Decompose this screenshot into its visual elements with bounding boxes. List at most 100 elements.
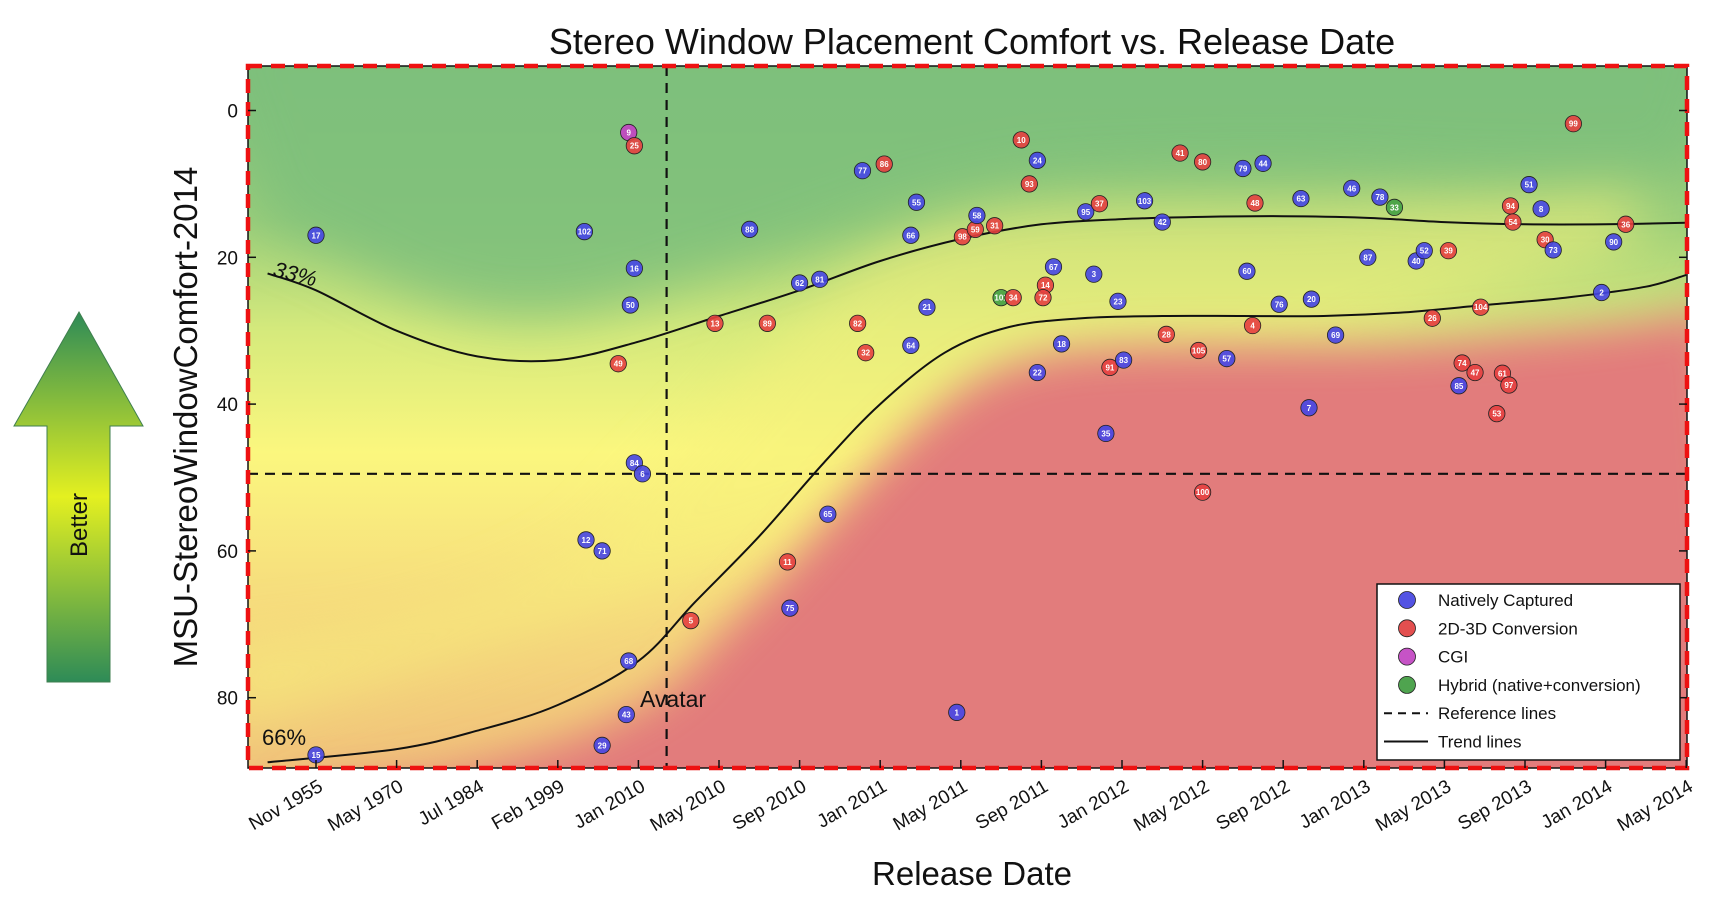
x-tick-label: May 1970 <box>324 776 407 836</box>
data-point-32: 32 <box>857 344 875 362</box>
data-point-35: 35 <box>1097 424 1115 443</box>
data-point-6: 6 <box>633 465 652 483</box>
x-tick-label: Nov 1955 <box>246 776 327 835</box>
data-point-label: 5 <box>689 617 694 626</box>
data-point-90: 90 <box>1605 233 1623 251</box>
data-point-label: 77 <box>858 167 867 176</box>
data-point-68: 68 <box>620 652 638 670</box>
data-point-23: 23 <box>1109 292 1127 310</box>
data-point-80: 80 <box>1194 153 1212 171</box>
data-point-98: 98 <box>953 228 972 246</box>
data-point-label: 1 <box>955 708 960 717</box>
x-tick-label: Sep 2011 <box>972 776 1052 834</box>
x-tick-label: Sep 2013 <box>1455 776 1536 835</box>
data-point-label: 17 <box>312 231 321 240</box>
data-point-97: 97 <box>1500 376 1518 394</box>
data-point-label: 36 <box>1621 220 1630 229</box>
data-point-label: 16 <box>630 264 639 273</box>
data-point-20: 20 <box>1302 290 1321 308</box>
y-tick-label: 20 <box>217 248 238 269</box>
data-point-label: 76 <box>1275 300 1284 309</box>
data-point-50: 50 <box>621 296 639 314</box>
data-point-label: 100 <box>1196 488 1210 497</box>
plot-background <box>248 66 1687 768</box>
data-point-label: 67 <box>1049 263 1058 272</box>
data-point-8: 8 <box>1532 200 1550 218</box>
data-point-31: 31 <box>986 217 1004 235</box>
data-point-label: 95 <box>1081 208 1090 217</box>
data-point-label: 52 <box>1420 247 1429 256</box>
legend-label: 2D-3D Conversion <box>1438 619 1578 638</box>
data-point-label: 82 <box>853 319 862 328</box>
y-tick-label: 80 <box>217 689 238 710</box>
data-point-label: 99 <box>1569 120 1578 129</box>
data-point-label: 57 <box>1222 355 1231 364</box>
data-point-2: 2 <box>1592 283 1611 302</box>
data-point-label: 60 <box>1242 267 1251 276</box>
data-point-76: 76 <box>1270 295 1288 313</box>
data-point-5: 5 <box>682 612 700 630</box>
data-point-25: 25 <box>625 137 643 155</box>
data-point-81: 81 <box>811 270 829 288</box>
data-point-94: 94 <box>1501 197 1520 215</box>
x-tick-label: Jan 2010 <box>571 776 649 833</box>
data-point-label: 68 <box>624 657 633 666</box>
data-point-1: 1 <box>948 703 966 721</box>
data-point-label: 22 <box>1033 369 1042 378</box>
data-point-label: 62 <box>795 279 804 288</box>
data-point-7: 7 <box>1300 399 1318 417</box>
data-point-71: 71 <box>593 542 611 560</box>
data-point-34: 34 <box>1004 289 1022 307</box>
data-point-13: 13 <box>706 314 724 332</box>
data-point-57: 57 <box>1218 349 1236 368</box>
data-point-37: 37 <box>1090 195 1109 213</box>
data-point-label: 54 <box>1508 218 1517 227</box>
legend-label: Natively Captured <box>1438 591 1573 610</box>
legend-item: Natively Captured <box>1398 591 1573 610</box>
x-tick-label: Feb 1999 <box>488 776 568 834</box>
data-point-label: 14 <box>1041 281 1050 290</box>
data-point-label: 86 <box>880 160 889 169</box>
trend-label-lower: 66% <box>262 725 306 750</box>
data-point-label: 11 <box>783 558 792 567</box>
data-point-53: 53 <box>1488 405 1506 423</box>
data-point-12: 12 <box>577 531 595 549</box>
data-point-label: 59 <box>971 225 980 234</box>
data-point-label: 93 <box>1025 180 1034 189</box>
data-point-26: 26 <box>1423 309 1441 327</box>
data-point-label: 65 <box>823 510 832 519</box>
data-point-label: 91 <box>1105 363 1114 372</box>
data-point-label: 103 <box>1138 197 1152 206</box>
data-point-label: 3 <box>1092 270 1097 279</box>
data-point-44: 44 <box>1254 154 1272 172</box>
legend-marker <box>1398 591 1416 609</box>
data-point-label: 26 <box>1428 314 1437 323</box>
data-point-label: 102 <box>578 228 592 237</box>
legend-marker <box>1398 647 1416 666</box>
data-point-label: 80 <box>1198 158 1207 167</box>
data-point-label: 12 <box>582 536 591 545</box>
data-point-label: 63 <box>1296 195 1305 204</box>
data-point-89: 89 <box>758 314 776 332</box>
data-point-label: 50 <box>626 301 635 310</box>
legend-marker <box>1398 676 1416 694</box>
data-point-label: 48 <box>1251 199 1260 208</box>
data-point-17: 17 <box>307 226 325 244</box>
data-point-label: 33 <box>1390 203 1399 212</box>
data-point-label: 42 <box>1158 218 1167 227</box>
data-point-46: 46 <box>1343 179 1361 197</box>
data-point-label: 40 <box>1412 257 1421 266</box>
data-point-label: 41 <box>1176 149 1185 158</box>
better-arrow-label: Better <box>66 493 93 557</box>
data-point-48: 48 <box>1246 194 1264 212</box>
data-point-label: 18 <box>1057 340 1066 349</box>
data-point-label: 97 <box>1504 381 1513 390</box>
data-point-85: 85 <box>1450 377 1468 395</box>
data-point-77: 77 <box>853 162 872 180</box>
data-point-99: 99 <box>1564 115 1582 133</box>
data-point-52: 52 <box>1415 242 1433 260</box>
legend: Natively Captured 2D-3D Conversion CGI Hybr… <box>1376 583 1681 761</box>
x-tick-label: Jan 2014 <box>1538 776 1617 833</box>
